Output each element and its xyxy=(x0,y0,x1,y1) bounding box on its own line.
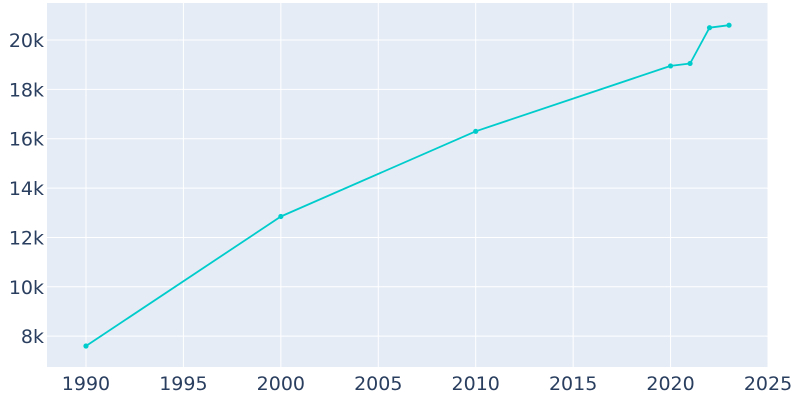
data-point xyxy=(687,60,693,67)
data-point xyxy=(726,22,732,28)
y-tick-label: 14k xyxy=(9,178,44,200)
x-tick-label: 2000 xyxy=(257,373,305,395)
x-tick-label: 2005 xyxy=(354,373,402,395)
x-axis: 1990 1995 2000 2005 2010 2015 2020 2025 xyxy=(62,373,792,395)
data-point xyxy=(83,343,89,349)
series-layer xyxy=(83,22,732,349)
y-tick-label: 10k xyxy=(9,277,44,299)
x-tick-label: 2015 xyxy=(549,373,597,395)
x-tick-label: 2020 xyxy=(646,373,694,395)
y-tick-label: 12k xyxy=(9,227,44,249)
y-tick-label: 18k xyxy=(9,79,44,101)
y-tick-label: 20k xyxy=(9,30,44,52)
y-gridlines xyxy=(47,39,768,337)
x-tick-label: 1990 xyxy=(62,373,110,395)
data-point xyxy=(706,25,713,31)
y-axis: 8k 10k 12k 14k 16k 18k 20k xyxy=(9,30,44,348)
y-tick-label: 16k xyxy=(9,129,44,151)
x-tick-label: 2025 xyxy=(744,373,792,395)
y-tick-label: 8k xyxy=(21,326,44,348)
x-tick-label: 1995 xyxy=(159,373,207,395)
x-tick-label: 2010 xyxy=(452,373,500,395)
data-point xyxy=(278,213,284,220)
plot-area xyxy=(47,3,768,367)
data-point xyxy=(473,128,479,134)
data-point xyxy=(667,63,674,69)
